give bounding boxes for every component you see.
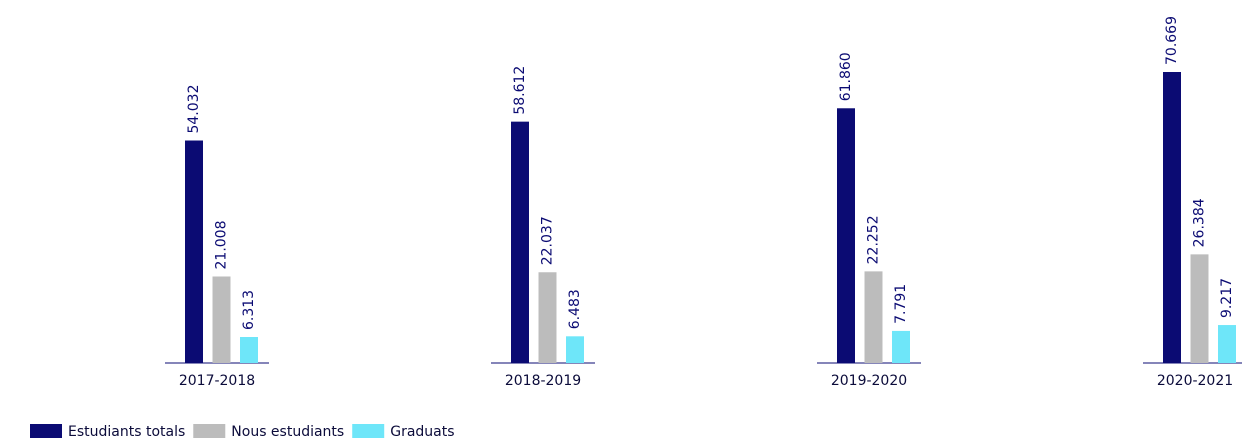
value-label: 22.037 (540, 216, 556, 265)
bar (212, 276, 231, 363)
legend-swatch (30, 424, 62, 438)
value-label: 22.252 (866, 215, 882, 264)
x-tick-label: 2018-2019 (505, 373, 581, 389)
value-label: 26.384 (1192, 198, 1208, 247)
value-label: 61.860 (838, 52, 854, 101)
bar (185, 140, 203, 363)
value-label: 6.313 (241, 290, 257, 330)
bar (864, 271, 883, 363)
value-label: 70.669 (1164, 16, 1180, 65)
legend-label: Nous estudiants (231, 424, 344, 440)
legend-swatch (352, 424, 385, 438)
bar (538, 272, 557, 363)
bar (240, 337, 258, 363)
value-label: 9.217 (1219, 278, 1235, 318)
bar (892, 330, 910, 363)
bar (1218, 325, 1236, 363)
value-label: 7.791 (893, 284, 909, 324)
legend-label: Estudiants totals (68, 424, 185, 440)
bar (566, 336, 584, 363)
legend-label: Graduats (390, 424, 454, 440)
legend-swatch (193, 424, 226, 438)
value-label: 21.008 (214, 220, 230, 269)
x-tick-label: 2019-2020 (831, 373, 907, 389)
bar (1190, 254, 1209, 363)
bar (837, 108, 855, 364)
x-tick-label: 2017-2018 (179, 373, 255, 389)
value-label: 54.032 (186, 85, 202, 134)
bar (1163, 72, 1181, 363)
bar (511, 121, 529, 363)
x-tick-label: 2020-2021 (1157, 373, 1233, 389)
value-label: 58.612 (512, 66, 528, 115)
value-label: 6.483 (567, 289, 583, 329)
